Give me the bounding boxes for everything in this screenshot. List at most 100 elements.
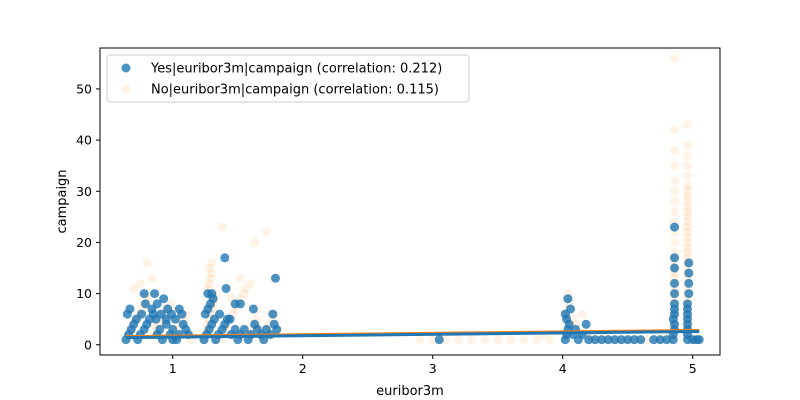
trendline-1 (125, 329, 700, 340)
legend-marker-yes (121, 63, 131, 73)
yes-point-36 (177, 309, 187, 319)
yes-point-30 (152, 299, 162, 309)
no-point-170 (683, 227, 693, 237)
no-point-183 (683, 140, 693, 150)
yes-point-93 (581, 319, 591, 329)
no-point-85 (506, 335, 516, 345)
no-point-175 (683, 202, 693, 212)
yes-point-28 (139, 289, 149, 299)
x-tick-label-1: 1 (169, 361, 177, 376)
yes-point-29 (150, 289, 160, 299)
no-point-138 (670, 237, 680, 247)
yes-point-116 (670, 263, 680, 273)
no-point-80 (441, 335, 451, 345)
no-point-142 (670, 197, 680, 206)
no-point-146 (670, 145, 680, 155)
no-point-178 (683, 186, 693, 196)
x-tick-label-5: 5 (689, 361, 697, 376)
yes-point-98 (610, 335, 620, 345)
no-point-147 (670, 125, 680, 135)
yes-point-75 (268, 309, 278, 319)
no-point-87 (532, 335, 542, 345)
no-point-81 (454, 335, 464, 345)
no-point-57 (250, 237, 260, 247)
x-tick-label-3: 3 (429, 361, 437, 376)
no-point-89 (545, 335, 555, 345)
no-point-74 (235, 273, 245, 283)
yes-point-6 (125, 304, 135, 314)
yes-point-114 (670, 289, 680, 299)
no-point-42 (205, 273, 215, 283)
no-point-11 (135, 278, 145, 288)
no-point-41 (204, 278, 214, 288)
legend: Yes|euribor3m|campaign (correlation: 0.2… (106, 54, 470, 103)
x-tick-label-2: 2 (299, 361, 307, 376)
no-point-86 (519, 335, 529, 345)
y-tick-label-30: 30 (76, 184, 92, 199)
yes-point-88 (566, 304, 576, 314)
x-tick-label-4: 4 (559, 361, 567, 376)
yes-point-34 (170, 314, 180, 324)
yes-point-104 (655, 335, 665, 345)
yes-point-127 (684, 289, 694, 299)
yes-point-59 (239, 324, 249, 334)
yes-point-87 (563, 294, 573, 304)
yes-point-96 (597, 335, 607, 345)
yes-point-101 (629, 335, 639, 345)
yes-point-95 (590, 335, 600, 345)
yes-point-22 (137, 309, 147, 319)
no-point-174 (683, 207, 693, 217)
yes-point-97 (603, 335, 613, 345)
yes-point-70 (220, 253, 230, 263)
no-point-83 (480, 335, 490, 345)
yes-point-77 (207, 289, 217, 299)
no-point-104 (577, 309, 587, 319)
yes-point-103 (649, 335, 659, 345)
y-tick-label-40: 40 (76, 133, 92, 148)
no-point-84 (493, 335, 503, 345)
legend-label-no: No|euribor3m|campaign (correlation: 0.11… (151, 83, 439, 98)
yes-point-14 (155, 324, 165, 334)
no-point-148 (670, 53, 680, 63)
yes-point-23 (140, 299, 150, 309)
no-point-20 (142, 258, 152, 268)
no-point-45 (207, 258, 217, 268)
no-point-179 (683, 181, 693, 191)
no-point-168 (683, 237, 693, 247)
y-tick-label-50: 50 (76, 81, 92, 96)
no-point-59 (241, 283, 251, 293)
y-tick-label-0: 0 (84, 337, 92, 352)
yes-point-100 (623, 335, 633, 345)
no-point-116 (642, 335, 652, 345)
no-point-167 (683, 243, 693, 253)
yes-point-69 (272, 324, 282, 334)
yes-point-94 (584, 335, 594, 345)
no-point-180 (683, 171, 693, 181)
yes-point-71 (221, 283, 231, 293)
no-point-44 (204, 263, 214, 273)
x-axis-label: euribor3m (376, 384, 444, 399)
no-point-184 (683, 120, 693, 130)
legend-label-yes: Yes|euribor3m|campaign (correlation: 0.2… (150, 62, 442, 77)
yes-point-117 (670, 253, 680, 263)
yes-point-133 (694, 335, 704, 345)
yes-point-73 (235, 299, 245, 309)
yes-point-129 (684, 268, 694, 278)
x-axis: 1 2 3 4 5 (169, 355, 697, 376)
no-point-55 (239, 289, 249, 299)
no-point-77 (415, 335, 425, 345)
legend-marker-no (121, 84, 131, 94)
yes-point-130 (684, 258, 694, 268)
legend-box (106, 54, 470, 103)
no-point-169 (683, 232, 693, 242)
yes-point-105 (662, 335, 672, 345)
no-point-141 (670, 207, 680, 217)
yes-point-76 (248, 304, 258, 314)
y-axis: 0 10 20 30 40 50 (76, 81, 100, 352)
no-point-43 (207, 268, 217, 278)
no-point-181 (683, 161, 693, 171)
no-point-58 (261, 227, 271, 237)
yes-point-74 (270, 273, 280, 283)
no-point-173 (683, 212, 693, 222)
